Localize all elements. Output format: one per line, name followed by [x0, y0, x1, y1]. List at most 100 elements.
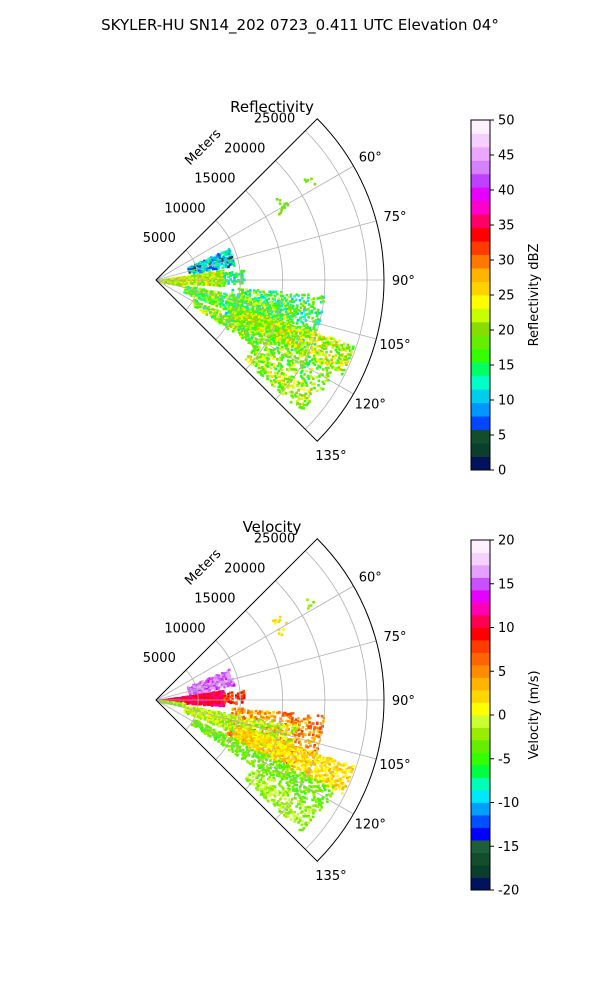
echo-gate — [290, 304, 293, 307]
echo-gate — [255, 745, 259, 749]
echo-gate — [241, 719, 245, 722]
echo-gate — [302, 768, 306, 772]
echo-gate — [288, 748, 291, 752]
echo-gate — [338, 348, 342, 352]
echo-gate — [322, 353, 325, 356]
echo-gate — [309, 305, 313, 308]
echo-gate — [212, 691, 215, 694]
echo-gate — [340, 348, 344, 352]
echo-gate — [234, 326, 237, 329]
echo-gate — [237, 320, 240, 323]
echo-gate — [339, 777, 342, 781]
echo-gate — [205, 259, 208, 263]
echo-gate — [272, 733, 275, 736]
echo-gate — [229, 679, 233, 682]
echo-gate — [221, 679, 225, 682]
echo-gate — [241, 711, 244, 714]
echo-gate — [213, 316, 216, 319]
echo-gate — [213, 264, 216, 268]
echo-gate — [263, 742, 266, 746]
echo-gate — [305, 381, 308, 385]
echo-gate — [245, 325, 248, 328]
echo-gate — [280, 388, 284, 391]
echo-gate — [286, 761, 290, 765]
echo-gate — [203, 293, 206, 297]
echo-gate — [343, 771, 347, 774]
echo-gate — [298, 738, 302, 742]
echo-gate — [280, 741, 284, 744]
echo-gate — [297, 752, 300, 755]
echo-gate — [268, 711, 271, 715]
echo-gate — [199, 702, 202, 706]
echo-gate — [293, 755, 297, 758]
echo-gate — [267, 317, 270, 321]
radial-tick-label: 20000 — [224, 142, 265, 157]
echo-gate — [202, 708, 205, 712]
echo-gate — [256, 740, 259, 743]
echo-gate — [254, 319, 257, 323]
echo-gate — [226, 676, 230, 680]
echo-gate — [201, 680, 204, 683]
echo-gate — [247, 290, 250, 293]
echo-gate — [313, 743, 316, 747]
echo-gate — [270, 325, 274, 329]
echo-gate — [240, 732, 243, 735]
echo-gate — [212, 703, 216, 707]
echo-gate — [338, 354, 342, 357]
echo-gate — [247, 736, 250, 739]
echo-gate — [201, 265, 204, 269]
echo-gate — [231, 701, 234, 704]
echo-gate — [281, 750, 284, 753]
echo-gate — [222, 714, 226, 717]
echo-gate — [194, 691, 198, 695]
echo-gate — [343, 348, 346, 351]
echo-gate — [319, 775, 322, 779]
echo-gate — [305, 397, 309, 400]
echo-gate — [261, 749, 265, 752]
echo-gate — [254, 290, 258, 293]
echo-gate — [264, 346, 268, 350]
echo-gate — [262, 360, 266, 364]
echo-gate — [268, 733, 271, 737]
echo-gate — [254, 341, 258, 344]
echo-gate — [238, 293, 242, 296]
echo-gate — [263, 734, 267, 737]
echo-gate — [207, 276, 210, 280]
echo-gate — [238, 715, 242, 718]
echo-gate — [181, 702, 185, 705]
echo-gate — [256, 324, 259, 328]
echo-gate — [291, 358, 295, 362]
echo-gate — [251, 320, 255, 323]
echo-gate — [269, 743, 272, 747]
echo-gate — [262, 338, 266, 342]
echo-gate — [223, 701, 227, 705]
echo-gate — [234, 715, 238, 719]
echo-gate — [231, 291, 234, 294]
colorbar-swatch — [471, 268, 490, 282]
echo-gate — [262, 290, 266, 294]
echo-gate — [298, 748, 301, 752]
echo-gate — [266, 724, 269, 727]
echo-gate — [302, 350, 305, 353]
echo-gate — [291, 764, 294, 768]
echo-gate — [223, 253, 227, 256]
echo-gate — [247, 307, 250, 311]
echo-gate — [281, 348, 285, 352]
echo-gate — [244, 737, 248, 740]
echo-gate — [232, 681, 235, 684]
echo-gate — [260, 310, 264, 313]
echo-gate — [303, 365, 306, 369]
echo-gate — [253, 741, 257, 744]
echo-gate — [287, 317, 290, 321]
echo-gate — [259, 718, 263, 722]
echo-gate — [246, 725, 249, 729]
echo-gate — [307, 763, 310, 766]
echo-gate — [317, 317, 320, 321]
echo-gate — [293, 393, 297, 397]
echo-gate — [311, 736, 314, 740]
echo-gate — [319, 758, 323, 762]
echo-gate — [270, 375, 274, 378]
echo-gate — [200, 714, 204, 718]
echo-gate — [199, 717, 203, 720]
echo-gate — [247, 739, 251, 742]
